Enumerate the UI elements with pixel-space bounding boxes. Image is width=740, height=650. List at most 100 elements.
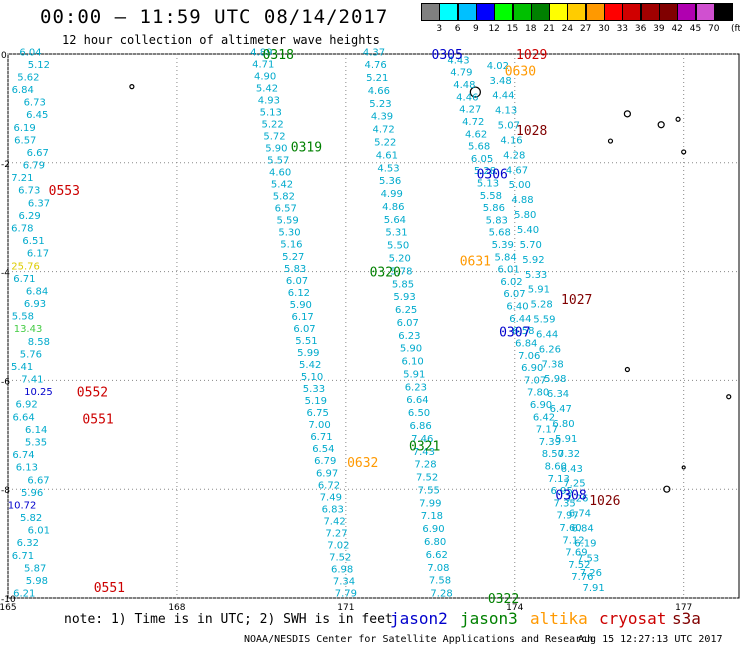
swh-value-label: 5.85	[392, 279, 414, 290]
swh-value-label: 6.50	[408, 408, 430, 419]
swh-value-label: 5.20	[389, 253, 411, 264]
swh-value-label: 5.13	[477, 178, 499, 189]
island-outline	[624, 366, 630, 373]
swh-value-label: 6.58	[512, 326, 534, 337]
swh-value-label: 4.79	[450, 68, 472, 79]
swh-value-label: 6.74	[569, 509, 591, 520]
swh-value-label: 5.51	[295, 336, 317, 347]
swh-value-label: 5.90	[400, 344, 422, 355]
island-outline	[129, 84, 135, 90]
swh-value-label: 6.54	[312, 444, 334, 455]
swh-value-label: 5.33	[525, 270, 547, 281]
chart-title: 00:00 – 11:59 UTC 08/14/2017	[40, 6, 389, 28]
pass-time-label: 0321	[409, 440, 440, 455]
swh-value-label: 5.23	[369, 99, 391, 110]
swh-value-label: 6.83	[322, 504, 344, 515]
y-tick-label: -10	[1, 595, 16, 605]
swh-value-label: 6.80	[424, 537, 446, 548]
legend-tick-label: 33	[616, 24, 629, 34]
chart-subtitle: 12 hour collection of altimeter wave hei…	[62, 33, 380, 47]
swh-value-label: 6.44	[536, 329, 558, 340]
swh-value-label: 7.32	[558, 449, 580, 460]
swh-value-label: 7.28	[414, 460, 436, 471]
swh-value-label: 5.82	[20, 513, 42, 524]
swh-value-label: 6.93	[24, 299, 46, 310]
swh-value-label: 7.26	[580, 568, 602, 579]
swh-value-label: 7.79	[335, 589, 357, 600]
swh-value-label: 6.04	[19, 47, 41, 58]
swh-value-label: 5.72	[263, 131, 285, 142]
swh-value-label: 5.39	[492, 240, 514, 251]
satellite-legend-cryosat: cryosat	[599, 609, 667, 628]
swh-value-label: 6.64	[406, 395, 428, 406]
swh-value-label: 8.50	[542, 449, 564, 460]
y-tick-label: -8	[1, 486, 10, 496]
swh-value-label: 5.58	[12, 312, 34, 323]
swh-value-label: 6.14	[25, 425, 47, 436]
pass-time-label: 0551	[82, 412, 113, 427]
island-outline	[623, 110, 631, 118]
swh-value-label: 5.40	[517, 225, 539, 236]
swh-value-label: 5.92	[522, 255, 544, 266]
footer-timestamp: Aug 15 12:27:13 UTC 2017	[578, 634, 723, 645]
pass-time-label: 0305	[432, 48, 463, 63]
satellite-legend-jason2: jason2	[390, 609, 448, 628]
legend-tick-label: 30	[598, 24, 610, 34]
swh-value-label: 6.67	[27, 148, 49, 159]
swh-value-label: 5.68	[489, 228, 511, 239]
swh-value-label: 6.86	[410, 421, 432, 432]
pass-time-label: 0632	[347, 456, 378, 471]
swh-value-label: 5.86	[483, 203, 505, 214]
swh-value-label: 7.00	[308, 420, 330, 431]
swh-value-label: 5.99	[297, 348, 319, 359]
pass-time-label: 0318	[263, 48, 294, 63]
swh-value-label: 6.57	[275, 204, 297, 215]
swh-value-label: 6.29	[18, 211, 40, 222]
swh-value-label: 7.08	[427, 563, 449, 574]
swh-value-label: 5.19	[305, 396, 327, 407]
swh-value-label: 7.27	[325, 528, 347, 539]
legend-tick-label: 18	[525, 24, 537, 34]
swh-value-label: 6.07	[503, 289, 525, 300]
swh-value-label: 5.83	[284, 264, 306, 275]
swh-value-label: 4.61	[376, 150, 398, 161]
swh-value-label: 7.60	[559, 523, 581, 534]
swh-value-label: 7.46	[411, 434, 433, 445]
swh-value-label: 5.58	[480, 191, 502, 202]
swh-value-label: 5.41	[11, 362, 33, 373]
legend-tick-label: 42	[671, 24, 683, 34]
swh-value-label: 6.62	[426, 550, 448, 561]
swh-value-label: 4.28	[503, 150, 525, 161]
legend-tick-label: 21	[543, 24, 555, 34]
swh-value-label: 5.70	[520, 240, 542, 251]
swh-value-label: 7.21	[11, 173, 33, 184]
swh-value-label: 5.27	[282, 252, 304, 263]
swh-value-label: 6.90	[521, 363, 543, 374]
swh-value-label: 7.34	[333, 577, 355, 588]
swh-value-label: 6.71	[13, 274, 35, 285]
swh-value-label: 4.90	[254, 71, 276, 82]
satellite-legend-altika: altika	[530, 609, 588, 628]
y-tick-label: -2	[1, 160, 10, 170]
swh-value-label: 6.64	[12, 412, 34, 423]
swh-value-label: 6.43	[561, 464, 583, 475]
swh-value-label: 7.07	[524, 375, 546, 386]
swh-value-label: 7.17	[536, 425, 558, 436]
swh-value-label: 5.93	[393, 292, 415, 303]
swh-value-label: 6.75	[307, 408, 329, 419]
legend-tick-label: 6	[454, 24, 461, 34]
swh-value-label: 25.76	[11, 261, 40, 272]
swh-value-label: 5.07	[498, 121, 520, 132]
pass-time-label: 1029	[516, 48, 547, 63]
swh-value-label: 5.42	[299, 360, 321, 371]
swh-value-label: 6.73	[18, 186, 40, 197]
swh-value-label: 6.90	[530, 400, 552, 411]
swh-value-label: 7.26	[566, 494, 588, 505]
swh-value-label: 13.43	[14, 324, 43, 335]
swh-value-label: 7.13	[548, 474, 570, 485]
swh-value-label: 5.57	[267, 156, 289, 167]
swh-value-label: 7.28	[430, 589, 452, 600]
swh-value-label: 6.02	[500, 277, 522, 288]
swh-value-label: 5.90	[265, 144, 287, 155]
